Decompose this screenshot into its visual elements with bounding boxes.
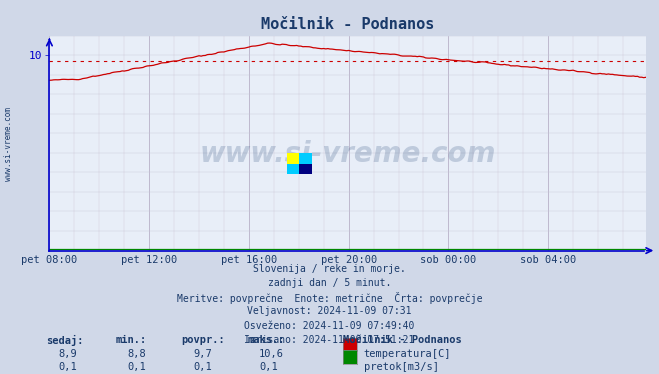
Text: www.si-vreme.com: www.si-vreme.com	[200, 140, 496, 168]
Text: 8,8: 8,8	[127, 349, 146, 359]
Text: www.si-vreme.com: www.si-vreme.com	[4, 107, 13, 181]
Text: 0,1: 0,1	[193, 362, 212, 372]
Text: min.:: min.:	[115, 335, 146, 345]
Text: 10,6: 10,6	[259, 349, 284, 359]
Text: 0,1: 0,1	[259, 362, 277, 372]
Text: Slovenija / reke in morje.: Slovenija / reke in morje.	[253, 264, 406, 274]
Text: pretok[m3/s]: pretok[m3/s]	[364, 362, 439, 372]
Text: zadnji dan / 5 minut.: zadnji dan / 5 minut.	[268, 278, 391, 288]
Text: temperatura[C]: temperatura[C]	[364, 349, 451, 359]
Text: Izrisano: 2024-11-09 07:51:21: Izrisano: 2024-11-09 07:51:21	[244, 335, 415, 345]
Title: Močilnik - Podnanos: Močilnik - Podnanos	[261, 16, 434, 31]
Text: Meritve: povprečne  Enote: metrične  Črta: povprečje: Meritve: povprečne Enote: metrične Črta:…	[177, 292, 482, 304]
Text: povpr.:: povpr.:	[181, 335, 225, 345]
Text: Veljavnost: 2024-11-09 07:31: Veljavnost: 2024-11-09 07:31	[247, 306, 412, 316]
Text: maks.:: maks.:	[247, 335, 285, 345]
Text: 0,1: 0,1	[127, 362, 146, 372]
Text: 0,1: 0,1	[58, 362, 76, 372]
Text: 8,9: 8,9	[58, 349, 76, 359]
Text: Močilnik - Podnanos: Močilnik - Podnanos	[343, 335, 461, 345]
Text: Osveženo: 2024-11-09 07:49:40: Osveženo: 2024-11-09 07:49:40	[244, 321, 415, 331]
Text: 9,7: 9,7	[193, 349, 212, 359]
Text: sedaj:: sedaj:	[46, 335, 84, 346]
